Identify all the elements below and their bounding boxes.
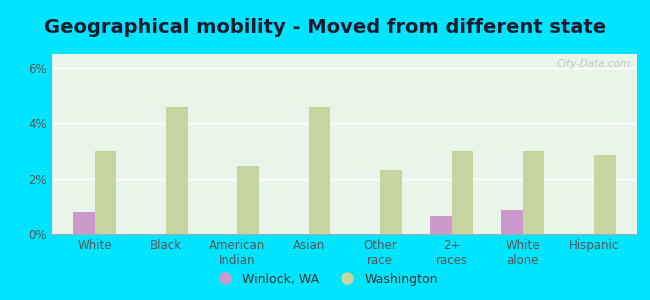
Bar (594, 155, 616, 234)
Legend: Winlock, WA, Washington: Winlock, WA, Washington (207, 268, 443, 291)
Bar (95, 151, 116, 234)
Bar (523, 151, 544, 234)
Bar (380, 170, 402, 234)
Bar (237, 166, 259, 234)
Bar (309, 106, 330, 234)
Bar (452, 151, 473, 234)
Bar (166, 106, 188, 234)
Bar (73, 212, 95, 234)
Bar (501, 211, 523, 234)
Text: Geographical mobility - Moved from different state: Geographical mobility - Moved from diffe… (44, 18, 606, 37)
Text: City-Data.com: City-Data.com (557, 59, 631, 69)
Bar (430, 216, 452, 234)
